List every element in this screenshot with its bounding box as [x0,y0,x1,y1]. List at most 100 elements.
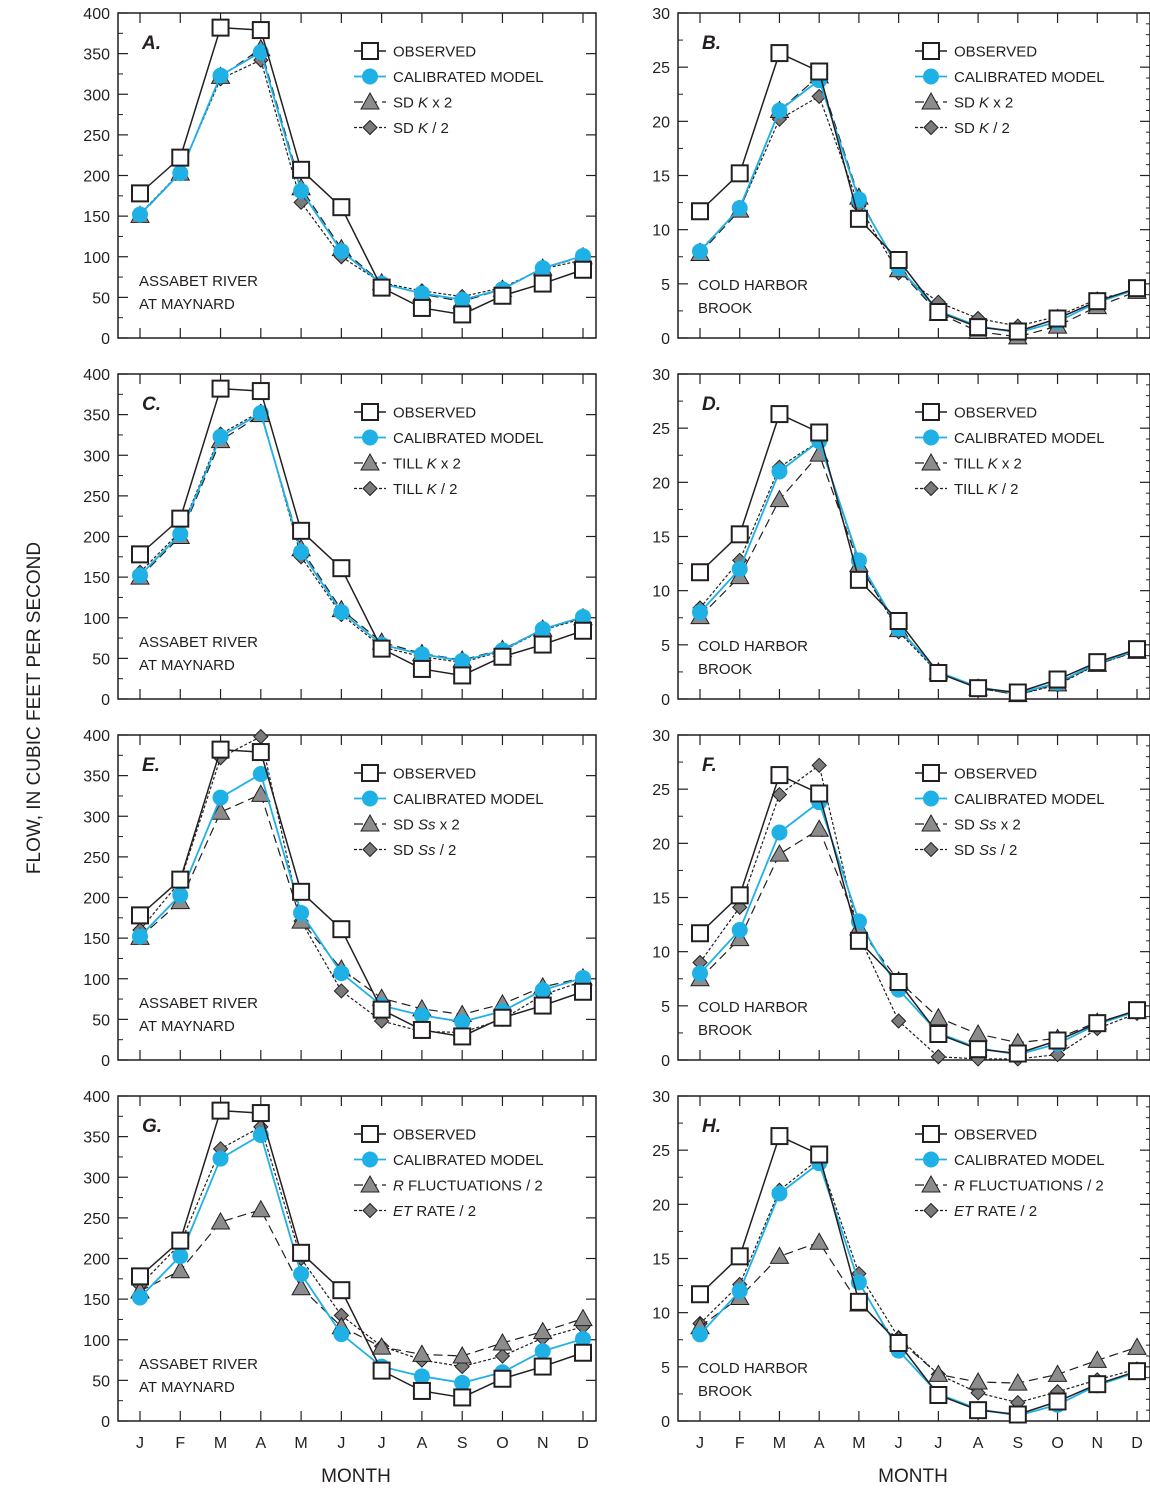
data-point-2 [170,1260,191,1279]
data-point-3 [970,1385,986,1401]
legend-label: SD K x 2 [954,95,1013,112]
data-point-0 [372,278,391,297]
data-point-3 [1049,1046,1066,1063]
series-line-1 [699,78,1138,334]
data-point-3 [293,194,309,211]
station-label: ASSABET RIVER [139,273,258,290]
data-point-1 [293,1265,310,1282]
y-tick-label: 10 [652,1306,670,1323]
x-tick-label: M [773,1435,786,1452]
series-line-2 [699,1241,1138,1384]
x-tick-label: A [973,1435,984,1452]
x-tick-label: M [852,1435,865,1452]
data-point-1 [293,904,310,921]
panel-label: B. [702,33,721,54]
station-label: ASSABET RIVER [139,634,258,651]
data-point-0 [1128,640,1146,659]
y-tick-label: 0 [101,692,110,709]
data-point-0 [1048,309,1067,328]
legend-label: TILL K x 2 [393,456,461,473]
data-point-1 [333,1326,350,1343]
station-label: AT MAYNARD [139,296,235,313]
data-point-1 [731,200,748,216]
y-tick-label: 5 [661,638,670,655]
data-point-1 [293,182,310,199]
data-point-2 [492,1332,513,1351]
data-point-0 [1088,292,1107,311]
y-tick-label: 150 [83,1292,110,1309]
legend-label: OBSERVED [954,405,1037,422]
x-tick-label: J [696,1435,704,1452]
series-line-1 [699,439,1138,695]
y-tick-label: 25 [652,782,670,799]
y-tick-label: 0 [661,1414,670,1431]
y-tick-label: 0 [101,331,110,348]
data-point-0 [574,621,592,640]
legend-marker [361,764,379,782]
data-point-0 [574,1343,592,1362]
data-point-1 [212,428,229,445]
chart-panel-f: 0 5 10 15 20 25 30 F. COLD HARBOR BROOK OBSERVED CA… [652,728,1150,1070]
data-point-3 [454,1358,470,1375]
data-point-0 [810,423,829,442]
data-point-2 [573,1308,593,1327]
data-point-0 [251,743,270,762]
data-point-0 [969,679,988,698]
legend-marker [361,42,379,60]
data-point-0 [849,209,868,228]
legend-marker [361,1125,379,1143]
y-tick-label: 20 [652,475,670,492]
data-point-1 [252,1127,269,1143]
station-label: AT MAYNARD [139,657,235,674]
series-line-1 [699,1161,1138,1417]
y-tick-label: 20 [652,1197,670,1214]
legend-label: SD Ss / 2 [393,842,456,859]
legend-marker [360,1174,380,1193]
legend-label: ET RATE / 2 [393,1203,476,1220]
x-tick-label: A [417,1435,428,1452]
x-tick-label: A [814,1435,825,1452]
data-point-0 [849,570,868,589]
data-point-2 [371,1337,392,1355]
legend-marker [921,91,941,110]
data-point-1 [454,652,471,669]
legend-label: R FLUCTUATIONS / 2 [393,1178,543,1195]
legend-marker [923,119,939,136]
data-point-2 [769,489,790,508]
x-tick-label: O [1051,1435,1063,1452]
data-point-1 [413,285,430,302]
y-tick-label: 150 [83,209,110,226]
data-point-3 [930,1049,947,1065]
y-tick-label: 400 [83,367,110,384]
data-point-0 [691,924,709,943]
data-point-2 [968,1371,988,1390]
data-point-1 [252,44,269,60]
data-point-0 [131,545,149,564]
data-point-0 [211,740,230,759]
chart-panel-a: 0 50 100 150 200 250 300 350 400 A. ASSABET RIVER A… [83,6,597,348]
legend-label: SD K / 2 [393,120,449,137]
data-point-1 [454,291,471,308]
y-tick-label: 50 [92,1373,110,1390]
data-point-1 [692,604,708,621]
data-point-0 [969,318,988,337]
legend-label: CALIBRATED MODEL [954,69,1105,86]
legend-label: OBSERVED [393,44,476,61]
x-tick-label: S [1012,1435,1023,1452]
data-point-1 [692,1326,708,1343]
data-point-1 [771,463,788,480]
legend-marker [362,1202,378,1219]
legend-marker [360,452,380,471]
data-point-0 [929,1025,948,1043]
data-point-2 [809,1232,830,1250]
data-point-0 [533,635,552,654]
y-tick-label: 50 [92,290,110,307]
x-axis-title-left: MONTH [321,1466,391,1487]
legend-marker [362,1151,378,1168]
data-point-0 [770,1127,789,1146]
data-point-0 [171,148,190,167]
y-axis-title: FLOW, IN CUBIC FEET PER SECOND [24,542,45,874]
legend-label: SD Ss x 2 [393,817,460,834]
y-tick-label: 25 [652,60,670,77]
data-point-1 [212,67,229,84]
